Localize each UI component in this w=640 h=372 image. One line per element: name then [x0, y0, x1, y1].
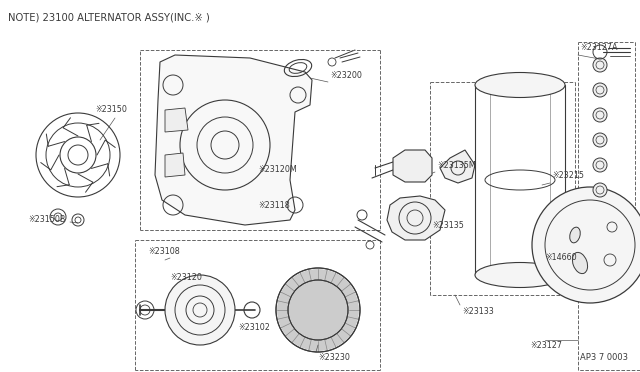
Text: ※23135: ※23135: [432, 221, 464, 230]
Text: ※23150B: ※23150B: [28, 215, 65, 224]
Text: ※14660: ※14660: [545, 253, 577, 263]
Text: ※23150: ※23150: [95, 106, 127, 115]
Circle shape: [593, 133, 607, 147]
Text: ※23120: ※23120: [170, 273, 202, 282]
Circle shape: [593, 158, 607, 172]
Circle shape: [593, 58, 607, 72]
Text: ※23127A: ※23127A: [580, 44, 618, 52]
Text: ※23200: ※23200: [330, 71, 362, 80]
Circle shape: [593, 108, 607, 122]
Text: ※23127: ※23127: [530, 340, 562, 350]
Polygon shape: [155, 55, 312, 225]
Text: ※23215: ※23215: [552, 170, 584, 180]
Ellipse shape: [572, 252, 588, 274]
Text: NOTE) 23100 ALTERNATOR ASSY(INC.※ ): NOTE) 23100 ALTERNATOR ASSY(INC.※ ): [8, 12, 210, 22]
Polygon shape: [277, 269, 359, 351]
Circle shape: [532, 187, 640, 303]
Polygon shape: [440, 150, 475, 183]
Ellipse shape: [475, 263, 565, 288]
Text: ※23135M: ※23135M: [437, 160, 476, 170]
Polygon shape: [387, 196, 445, 240]
Circle shape: [165, 275, 235, 345]
Circle shape: [593, 183, 607, 197]
Text: ※23102: ※23102: [238, 324, 270, 333]
Ellipse shape: [570, 227, 580, 243]
Polygon shape: [393, 150, 432, 182]
Text: ※23120M: ※23120M: [258, 166, 297, 174]
Text: AP3 7 0003: AP3 7 0003: [580, 353, 628, 362]
Text: ※23133: ※23133: [462, 308, 493, 317]
Polygon shape: [165, 153, 185, 177]
Circle shape: [593, 83, 607, 97]
Polygon shape: [165, 108, 188, 132]
Ellipse shape: [475, 73, 565, 97]
Text: ※23108: ※23108: [148, 247, 180, 257]
Text: ※23118: ※23118: [258, 201, 290, 209]
Text: ※23230: ※23230: [318, 353, 350, 362]
